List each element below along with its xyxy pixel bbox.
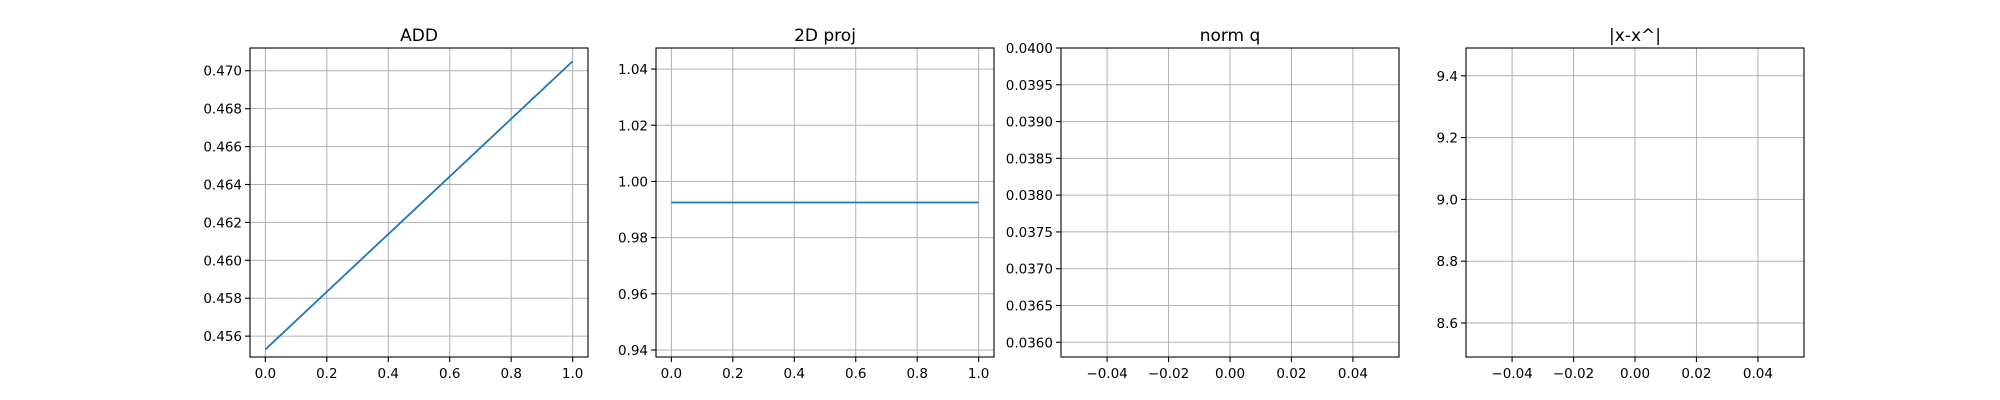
axes-frame (655, 47, 995, 358)
y-tick-label: 0.462 (203, 215, 242, 231)
x-tick-label: 0.02 (1681, 366, 1711, 382)
x-tick-label: 0.02 (1276, 366, 1306, 382)
x-tick-label: 0.2 (316, 366, 337, 382)
x-tick-label: 0.6 (439, 366, 460, 382)
y-tick-label: 0.458 (203, 291, 242, 307)
x-tick-label: −0.04 (1086, 366, 1127, 382)
y-tick-label: 1.02 (618, 118, 648, 134)
y-tick-label: 0.94 (618, 343, 648, 359)
x-tick-label: −0.02 (1148, 366, 1189, 382)
y-tick-label: 0.0400 (1006, 41, 1053, 57)
y-tick-label: 0.466 (203, 140, 242, 156)
y-tick-label: 0.0360 (1006, 335, 1053, 351)
x-tick-label: 0.6 (845, 366, 866, 382)
series-line (264, 60, 574, 351)
y-tick-label: 0.470 (203, 64, 242, 80)
y-tick-label: 1.00 (618, 174, 648, 190)
y-tick-label: 8.8 (1437, 254, 1458, 270)
x-tick-label: 0.8 (906, 366, 927, 382)
x-tick-label: 0.04 (1743, 366, 1773, 382)
x-tick-label: 1.0 (968, 366, 989, 382)
x-tick-label: 0.4 (378, 366, 399, 382)
y-tick-label: 0.0380 (1006, 188, 1053, 204)
subplot-title: ADD (400, 26, 438, 46)
y-tick-label: 0.0390 (1006, 115, 1053, 131)
axes-frame (249, 47, 589, 358)
y-tick-label: 0.98 (618, 231, 648, 247)
y-tick-label: 0.0375 (1006, 225, 1053, 241)
subplot-abs-error: −0.04 −0.02 0.00 0.02 0.04 8.6 8.8 9.0 9.2 9.4 |x-… (1437, 26, 1805, 382)
subplot-add: 0.0 0.2 0.4 0.6 0.8 1.0 0.456 0.458 0.460 0.462 0.… (203, 26, 589, 382)
x-tick-label: −0.04 (1491, 366, 1532, 382)
y-tick-label: 0.0365 (1006, 299, 1053, 315)
y-tick-label: 0.464 (203, 177, 242, 193)
x-tick-label: −0.02 (1553, 366, 1594, 382)
y-tick-label: 9.0 (1437, 192, 1458, 208)
subplot-title: norm q (1200, 26, 1261, 46)
x-tick-label: 0.0 (661, 366, 682, 382)
x-tick-label: 0.0 (255, 366, 276, 382)
x-tick-label: 0.00 (1620, 366, 1650, 382)
subplot-norm-q: −0.04 −0.02 0.00 0.02 0.04 0.0360 0.0365 0.0370… (1006, 26, 1400, 382)
y-tick-label: 0.0370 (1006, 262, 1053, 278)
x-tick-label: 0.04 (1338, 366, 1368, 382)
subplot-2d-proj: 0.0 0.2 0.4 0.6 0.8 1.0 0.94 0.96 0.98 1.00 1.02 1.… (618, 26, 995, 382)
y-tick-label: 9.2 (1437, 131, 1458, 147)
y-tick-label: 0.468 (203, 102, 242, 118)
y-tick-label: 1.04 (618, 62, 648, 78)
y-tick-label: 0.0385 (1006, 151, 1053, 167)
x-tick-label: 0.2 (722, 366, 743, 382)
y-tick-label: 0.456 (203, 329, 242, 345)
y-tick-label: 0.0395 (1006, 78, 1053, 94)
y-tick-label: 8.6 (1437, 316, 1458, 332)
x-tick-label: 0.4 (784, 366, 805, 382)
subplot-title: 2D proj (794, 26, 856, 46)
y-tick-label: 9.4 (1437, 69, 1458, 85)
x-tick-label: 0.8 (500, 366, 521, 382)
subplot-title: |x-x^| (1609, 26, 1661, 46)
x-tick-label: 0.00 (1215, 366, 1245, 382)
y-tick-label: 0.96 (618, 287, 648, 303)
y-tick-label: 0.460 (203, 253, 242, 269)
x-tick-label: 1.0 (562, 366, 583, 382)
